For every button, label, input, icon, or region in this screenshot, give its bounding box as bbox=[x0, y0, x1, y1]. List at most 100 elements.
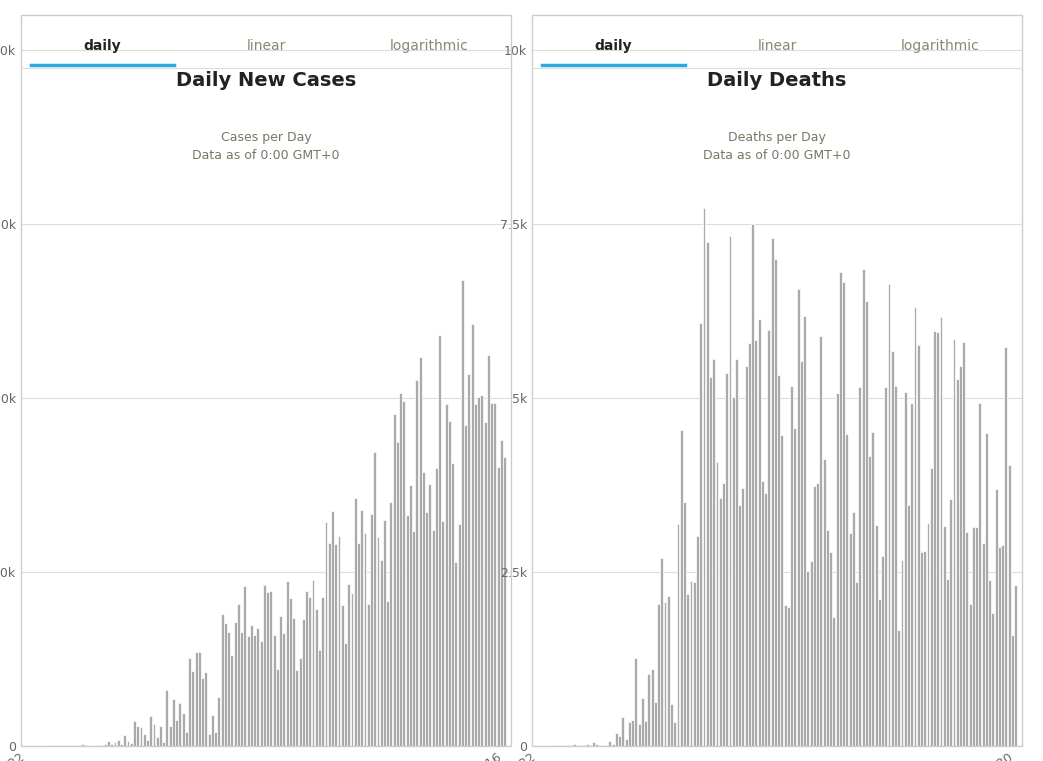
Bar bbox=[712, 358, 715, 746]
Bar bbox=[211, 715, 214, 746]
Bar bbox=[677, 524, 679, 746]
Bar bbox=[315, 609, 318, 746]
Bar bbox=[959, 366, 962, 746]
Bar bbox=[452, 463, 454, 746]
Bar bbox=[820, 336, 822, 746]
Bar bbox=[373, 452, 377, 746]
Bar bbox=[693, 582, 696, 746]
Bar bbox=[399, 393, 403, 746]
Bar bbox=[725, 373, 728, 746]
Bar bbox=[318, 651, 321, 746]
Bar bbox=[269, 591, 272, 746]
Bar bbox=[748, 343, 751, 746]
Bar bbox=[331, 511, 334, 746]
Bar bbox=[321, 597, 324, 746]
Bar bbox=[117, 740, 120, 746]
Bar bbox=[618, 737, 621, 746]
Bar bbox=[312, 580, 315, 746]
Bar bbox=[829, 552, 832, 746]
Bar bbox=[904, 392, 906, 746]
Bar bbox=[757, 319, 760, 746]
Bar bbox=[846, 434, 848, 746]
Bar bbox=[470, 324, 474, 746]
Bar bbox=[347, 584, 350, 746]
Bar bbox=[370, 514, 373, 746]
Bar bbox=[383, 520, 386, 746]
Bar bbox=[487, 355, 490, 746]
Bar bbox=[884, 387, 888, 746]
Bar bbox=[455, 562, 457, 746]
Bar bbox=[289, 598, 292, 746]
Bar bbox=[185, 731, 188, 746]
Bar bbox=[709, 377, 712, 746]
Bar bbox=[380, 560, 383, 746]
Bar bbox=[719, 498, 722, 746]
Bar bbox=[178, 703, 181, 746]
Bar bbox=[134, 721, 136, 746]
Bar bbox=[377, 537, 380, 746]
Bar bbox=[800, 361, 803, 746]
Bar bbox=[842, 282, 845, 746]
Bar bbox=[65, 745, 68, 746]
Bar bbox=[871, 431, 874, 746]
Bar bbox=[689, 581, 693, 746]
Bar bbox=[592, 741, 596, 746]
Bar bbox=[696, 537, 699, 746]
Bar bbox=[146, 740, 149, 746]
Bar bbox=[858, 387, 862, 746]
Bar bbox=[949, 498, 952, 746]
Bar bbox=[992, 613, 994, 746]
Bar bbox=[62, 745, 65, 746]
Bar bbox=[648, 673, 650, 746]
Bar bbox=[438, 335, 441, 746]
Bar bbox=[396, 442, 398, 746]
Bar bbox=[622, 717, 625, 746]
Bar bbox=[426, 512, 428, 746]
Bar bbox=[250, 625, 252, 746]
Bar bbox=[140, 728, 143, 746]
Bar bbox=[169, 726, 172, 746]
Bar bbox=[911, 403, 914, 746]
Bar bbox=[881, 556, 884, 746]
Bar bbox=[474, 404, 477, 746]
Bar bbox=[415, 380, 418, 746]
Bar bbox=[608, 741, 611, 746]
Bar bbox=[364, 533, 366, 746]
Bar bbox=[435, 468, 438, 746]
Bar bbox=[768, 330, 771, 746]
Bar bbox=[81, 744, 84, 746]
Bar bbox=[611, 744, 614, 746]
Bar bbox=[159, 726, 162, 746]
Bar bbox=[500, 440, 503, 746]
Bar bbox=[263, 584, 266, 746]
Bar bbox=[742, 488, 745, 746]
Bar bbox=[670, 704, 673, 746]
Bar bbox=[458, 524, 461, 746]
Bar bbox=[969, 604, 972, 746]
Text: daily: daily bbox=[595, 39, 632, 53]
Bar bbox=[111, 743, 114, 746]
Bar bbox=[409, 485, 412, 746]
Bar bbox=[188, 658, 191, 746]
Bar bbox=[172, 699, 175, 746]
Bar bbox=[628, 722, 631, 746]
Bar bbox=[797, 288, 800, 746]
Bar bbox=[137, 726, 139, 746]
Bar bbox=[891, 351, 894, 746]
Bar bbox=[596, 744, 599, 746]
Bar bbox=[192, 671, 194, 746]
Bar bbox=[777, 375, 780, 746]
Bar bbox=[599, 744, 602, 746]
Bar bbox=[946, 579, 949, 746]
Bar bbox=[865, 301, 868, 746]
Bar bbox=[403, 400, 406, 746]
Bar bbox=[615, 733, 617, 746]
Bar bbox=[503, 457, 506, 746]
Bar bbox=[573, 744, 576, 746]
Bar bbox=[429, 485, 432, 746]
Bar bbox=[214, 732, 217, 746]
Bar bbox=[579, 745, 582, 746]
Bar bbox=[666, 597, 670, 746]
Bar bbox=[940, 317, 943, 746]
Bar bbox=[868, 457, 871, 746]
